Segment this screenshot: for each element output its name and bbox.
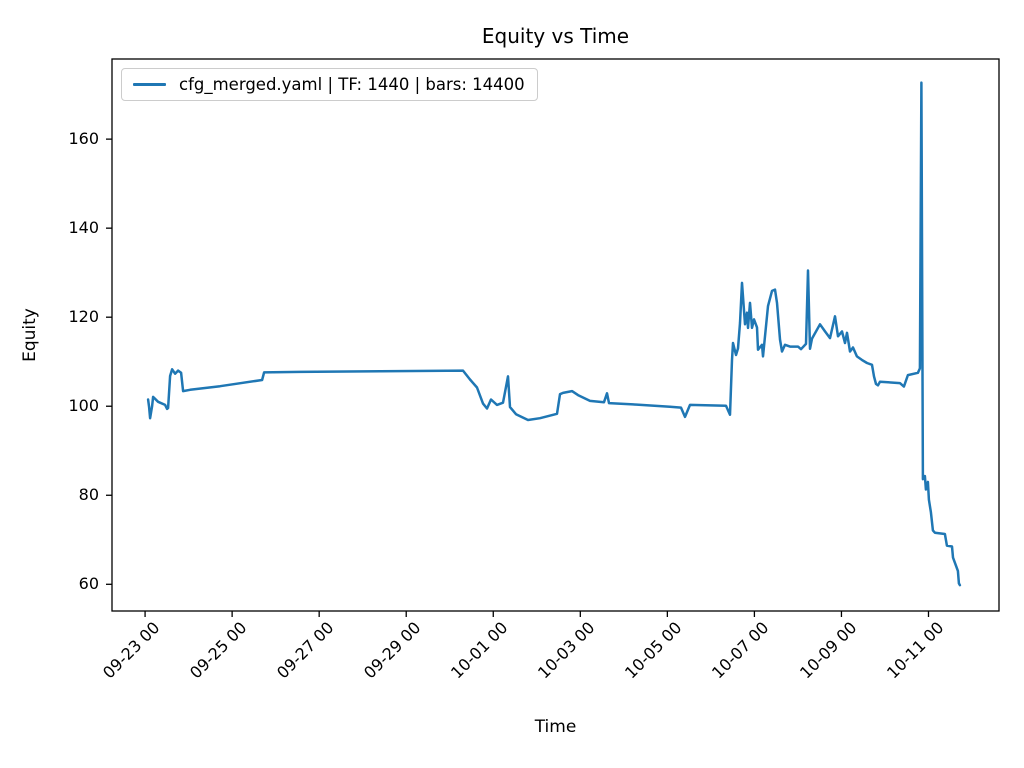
y-tick-label: 80 xyxy=(78,485,99,505)
legend-label: cfg_merged.yaml | TF: 1440 | bars: 14400 xyxy=(179,75,525,94)
y-tick-label: 140 xyxy=(68,218,99,238)
x-axis-label: Time xyxy=(534,717,577,737)
chart-title: Equity vs Time xyxy=(481,24,630,48)
y-tick-label: 60 xyxy=(78,574,99,594)
legend-line-sample-icon xyxy=(133,83,166,86)
y-tick-label: 160 xyxy=(68,129,99,149)
y-axis-label: Equity xyxy=(20,308,40,362)
y-tick-label: 100 xyxy=(68,396,99,416)
legend: cfg_merged.yaml | TF: 1440 | bars: 14400 xyxy=(121,68,538,101)
axes-spines xyxy=(111,58,1000,612)
y-tick-label: 120 xyxy=(68,307,99,327)
equity-line xyxy=(146,81,962,587)
